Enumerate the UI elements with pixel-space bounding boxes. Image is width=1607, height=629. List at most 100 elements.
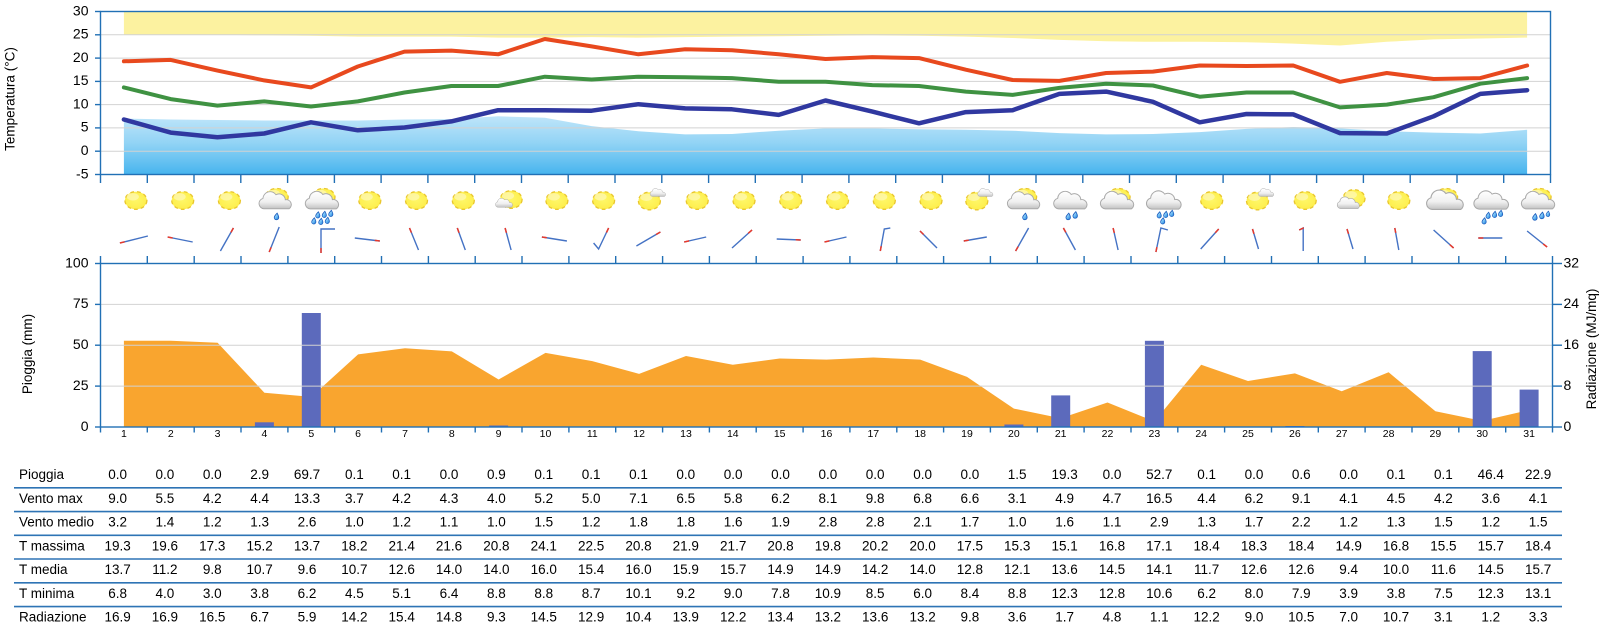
svg-text:3.6: 3.6 <box>1008 610 1027 625</box>
svg-text:5: 5 <box>81 119 89 135</box>
svg-text:16: 16 <box>821 428 833 440</box>
svg-text:31: 31 <box>1523 428 1535 440</box>
svg-text:10: 10 <box>540 428 552 440</box>
svg-text:0.6: 0.6 <box>1292 467 1311 482</box>
svg-text:14.2: 14.2 <box>862 562 888 577</box>
svg-text:6.2: 6.2 <box>771 491 790 506</box>
svg-text:2.2: 2.2 <box>1292 515 1311 530</box>
svg-text:16.0: 16.0 <box>531 562 557 577</box>
svg-text:5.2: 5.2 <box>534 491 553 506</box>
svg-text:1.0: 1.0 <box>345 515 364 530</box>
svg-text:15.2: 15.2 <box>246 538 272 553</box>
svg-text:17.3: 17.3 <box>199 538 225 553</box>
svg-text:2.8: 2.8 <box>819 515 838 530</box>
svg-text:9.8: 9.8 <box>961 610 980 625</box>
svg-text:14.5: 14.5 <box>531 610 557 625</box>
svg-text:32: 32 <box>1564 254 1580 270</box>
svg-text:30: 30 <box>73 2 89 18</box>
svg-text:20.8: 20.8 <box>483 538 509 553</box>
svg-text:22.5: 22.5 <box>578 538 604 553</box>
svg-text:0.9: 0.9 <box>487 467 506 482</box>
svg-text:4: 4 <box>261 428 267 440</box>
svg-text:14.5: 14.5 <box>1478 562 1504 577</box>
svg-text:15.9: 15.9 <box>673 562 699 577</box>
svg-text:3.2: 3.2 <box>108 515 127 530</box>
svg-text:1.5: 1.5 <box>1529 515 1548 530</box>
svg-text:Radiazione (MJ/mq): Radiazione (MJ/mq) <box>1584 289 1599 410</box>
svg-text:6: 6 <box>355 428 361 440</box>
svg-text:19: 19 <box>961 428 973 440</box>
svg-text:14.2: 14.2 <box>341 610 367 625</box>
svg-text:3: 3 <box>215 428 221 440</box>
svg-text:13.2: 13.2 <box>909 610 935 625</box>
svg-text:T media: T media <box>19 562 68 577</box>
svg-text:1.4: 1.4 <box>156 515 175 530</box>
svg-text:14: 14 <box>727 428 739 440</box>
svg-text:16.5: 16.5 <box>199 610 225 625</box>
svg-text:2.8: 2.8 <box>866 515 885 530</box>
svg-text:18: 18 <box>914 428 926 440</box>
svg-text:25: 25 <box>73 26 89 42</box>
svg-text:15.7: 15.7 <box>1478 538 1504 553</box>
svg-text:4.1: 4.1 <box>1529 491 1548 506</box>
svg-text:26: 26 <box>1289 428 1301 440</box>
svg-text:21: 21 <box>1055 428 1067 440</box>
svg-text:29: 29 <box>1430 428 1442 440</box>
svg-text:1.2: 1.2 <box>1481 515 1500 530</box>
svg-text:1.1: 1.1 <box>440 515 459 530</box>
svg-text:17.5: 17.5 <box>957 538 983 553</box>
svg-text:0.0: 0.0 <box>866 467 885 482</box>
svg-text:4.4: 4.4 <box>1197 491 1216 506</box>
svg-text:15.4: 15.4 <box>578 562 605 577</box>
svg-text:3.6: 3.6 <box>1481 491 1500 506</box>
svg-text:12.2: 12.2 <box>1193 610 1219 625</box>
svg-text:0.0: 0.0 <box>203 467 222 482</box>
svg-text:18.2: 18.2 <box>341 538 367 553</box>
svg-text:0.1: 0.1 <box>534 467 553 482</box>
svg-text:4.8: 4.8 <box>1103 610 1122 625</box>
svg-text:21.6: 21.6 <box>436 538 462 553</box>
svg-text:10.6: 10.6 <box>1146 586 1172 601</box>
svg-text:12.9: 12.9 <box>578 610 604 625</box>
svg-text:8.8: 8.8 <box>1008 586 1027 601</box>
svg-text:6.6: 6.6 <box>961 491 980 506</box>
svg-text:1.0: 1.0 <box>487 515 506 530</box>
svg-text:12.8: 12.8 <box>957 562 983 577</box>
svg-text:22: 22 <box>1102 428 1114 440</box>
svg-text:50: 50 <box>73 336 89 352</box>
svg-text:13.7: 13.7 <box>104 562 130 577</box>
svg-text:2.1: 2.1 <box>913 515 932 530</box>
svg-text:0.0: 0.0 <box>1339 467 1358 482</box>
svg-text:7.5: 7.5 <box>1434 586 1453 601</box>
svg-text:24.1: 24.1 <box>531 538 557 553</box>
svg-text:Pioggia: Pioggia <box>19 467 65 482</box>
svg-text:13.6: 13.6 <box>862 610 888 625</box>
svg-text:1.7: 1.7 <box>961 515 980 530</box>
svg-text:4.5: 4.5 <box>345 586 364 601</box>
svg-text:1.5: 1.5 <box>534 515 553 530</box>
svg-text:6.0: 6.0 <box>913 586 932 601</box>
svg-text:14.9: 14.9 <box>1336 538 1362 553</box>
svg-text:6.4: 6.4 <box>440 586 459 601</box>
svg-text:14.9: 14.9 <box>815 562 841 577</box>
svg-text:1.2: 1.2 <box>203 515 222 530</box>
svg-text:19.3: 19.3 <box>104 538 130 553</box>
svg-text:20: 20 <box>73 49 89 65</box>
svg-text:0.1: 0.1 <box>629 467 648 482</box>
svg-text:19.3: 19.3 <box>1051 467 1077 482</box>
svg-text:9.2: 9.2 <box>676 586 695 601</box>
svg-text:10.5: 10.5 <box>1288 610 1314 625</box>
svg-text:19.6: 19.6 <box>152 538 178 553</box>
svg-text:10.0: 10.0 <box>1383 562 1409 577</box>
svg-text:Pioggia (mm): Pioggia (mm) <box>20 314 35 394</box>
svg-text:5.5: 5.5 <box>156 491 175 506</box>
svg-text:0.1: 0.1 <box>582 467 601 482</box>
svg-text:0.0: 0.0 <box>440 467 459 482</box>
svg-text:Radiazione: Radiazione <box>19 610 87 625</box>
svg-text:8.5: 8.5 <box>866 586 885 601</box>
svg-text:9.8: 9.8 <box>203 562 222 577</box>
svg-text:14.5: 14.5 <box>1099 562 1125 577</box>
svg-text:46.4: 46.4 <box>1478 467 1505 482</box>
svg-text:5.1: 5.1 <box>392 586 411 601</box>
svg-text:14.9: 14.9 <box>767 562 793 577</box>
